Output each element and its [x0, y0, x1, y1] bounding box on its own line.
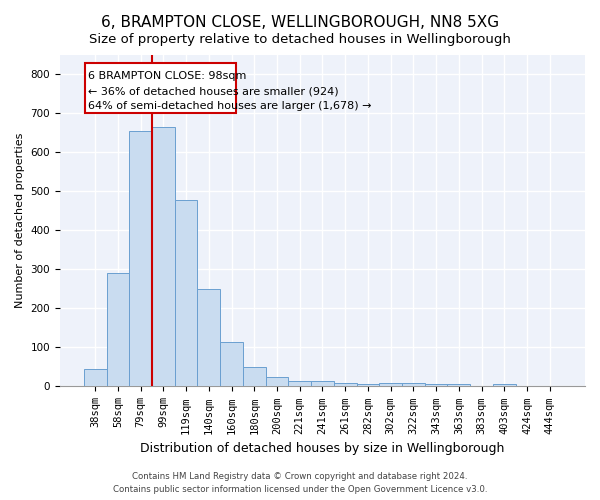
Bar	[493, 384, 515, 386]
Bar	[266, 376, 289, 386]
Bar	[175, 200, 197, 386]
Text: Size of property relative to detached houses in Wellingborough: Size of property relative to detached ho…	[89, 32, 511, 46]
Bar	[129, 131, 152, 386]
Text: ← 36% of detached houses are smaller (924): ← 36% of detached houses are smaller (92…	[88, 86, 339, 96]
Text: 6, BRAMPTON CLOSE, WELLINGBOROUGH, NN8 5XG: 6, BRAMPTON CLOSE, WELLINGBOROUGH, NN8 5…	[101, 15, 499, 30]
Bar	[152, 127, 175, 386]
Bar	[425, 384, 448, 386]
Y-axis label: Number of detached properties: Number of detached properties	[15, 133, 25, 308]
Bar	[311, 382, 334, 386]
Text: 64% of semi-detached houses are larger (1,678) →: 64% of semi-detached houses are larger (…	[88, 101, 372, 111]
Bar	[448, 384, 470, 386]
Text: Contains HM Land Registry data © Crown copyright and database right 2024.
Contai: Contains HM Land Registry data © Crown c…	[113, 472, 487, 494]
Bar	[356, 384, 379, 386]
Bar	[379, 384, 402, 386]
Bar	[197, 289, 220, 386]
Bar	[334, 384, 356, 386]
Bar	[243, 368, 266, 386]
Bar	[84, 370, 107, 386]
Bar	[107, 273, 129, 386]
Bar	[220, 342, 243, 386]
Text: 6 BRAMPTON CLOSE: 98sqm: 6 BRAMPTON CLOSE: 98sqm	[88, 70, 247, 81]
Bar	[289, 381, 311, 386]
X-axis label: Distribution of detached houses by size in Wellingborough: Distribution of detached houses by size …	[140, 442, 505, 455]
Bar	[402, 384, 425, 386]
Bar	[85, 63, 236, 114]
